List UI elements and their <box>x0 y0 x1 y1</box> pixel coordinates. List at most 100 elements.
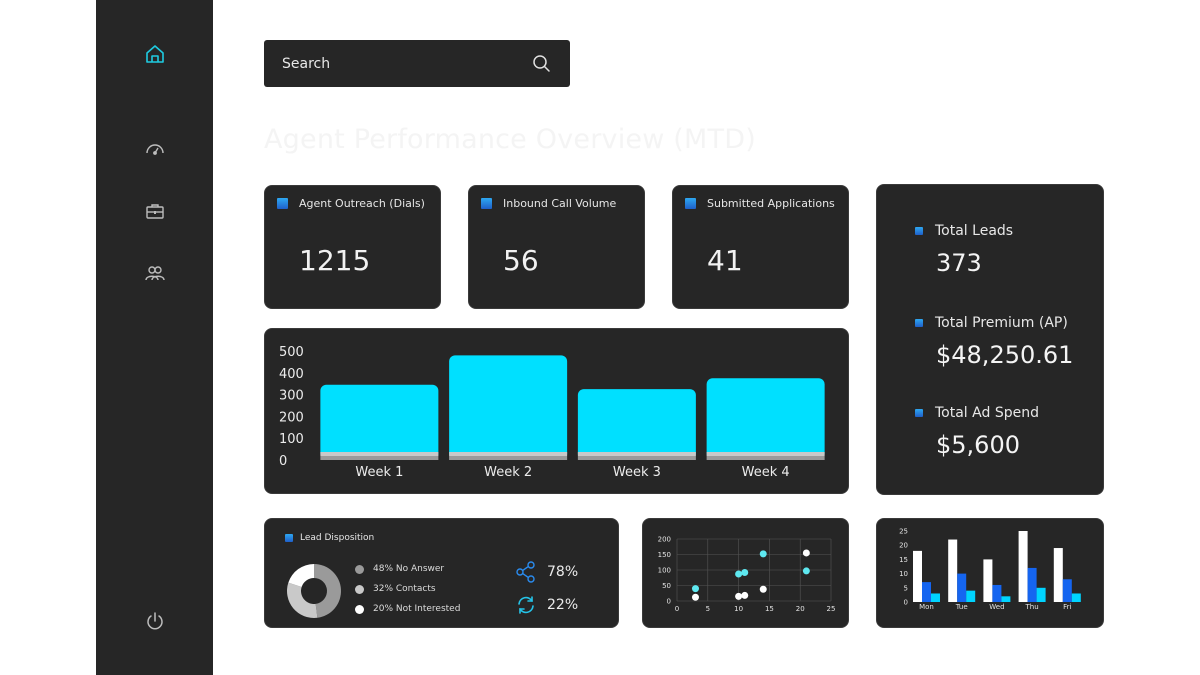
y-tick-label: 0 <box>667 598 671 606</box>
bar <box>966 590 976 602</box>
metric-label: Inbound Call Volume <box>503 197 617 210</box>
bar <box>922 582 931 602</box>
legend-dot <box>355 584 364 594</box>
weekly-bar-chart: 0 100 200 300 400 500 Week 1 Week 2 Week 3 Week 4 <box>279 345 825 480</box>
scatter-point <box>741 568 749 576</box>
scatter-point <box>802 549 810 557</box>
scatter-chart-card: 0 50 100 150 200 0 5 10 15 20 25 <box>642 518 849 628</box>
bar <box>1018 531 1028 602</box>
y-tick-label: 10 <box>899 570 908 578</box>
scatter-chart: 0 50 100 150 200 0 5 10 15 20 25 <box>658 536 836 614</box>
daily-bar-chart-card: 0 5 10 15 20 25 Mon Tue Wed Thu Fri <box>876 518 1104 628</box>
y-tick-label: 400 <box>279 367 304 382</box>
x-tick-label: Tue <box>955 603 968 611</box>
y-tick-label: 50 <box>662 582 671 590</box>
bar-base-band <box>320 456 439 460</box>
y-tick-label: 0 <box>904 599 908 607</box>
refresh-stat: 22% <box>515 594 578 616</box>
bar-base-band <box>449 456 568 460</box>
chart-title: Lead Disposition <box>300 533 375 543</box>
y-tick-label: 200 <box>658 536 671 544</box>
legend-dot <box>355 564 364 574</box>
bar <box>1071 593 1081 602</box>
bar <box>992 584 1002 602</box>
y-tick-label: 25 <box>899 528 908 536</box>
bar <box>1027 567 1037 602</box>
legend-label: 32% Contacts <box>373 584 436 594</box>
bar <box>1036 587 1046 602</box>
x-tick-label: Week 1 <box>355 465 403 480</box>
y-tick-label: 300 <box>279 389 304 404</box>
bar <box>449 355 568 460</box>
bar <box>983 559 993 602</box>
y-tick-label: 20 <box>899 542 908 550</box>
scatter-point <box>759 585 767 593</box>
legend-dot <box>355 604 364 614</box>
daily-bar-chart: 0 5 10 15 20 25 Mon Tue Wed Thu Fri <box>899 528 1081 611</box>
briefcase-icon[interactable] <box>96 202 213 220</box>
kpi-value: 373 <box>936 249 982 277</box>
scatter-point <box>691 585 699 593</box>
donut-chart <box>287 564 342 618</box>
donut-slice <box>288 564 314 587</box>
bullet-icon <box>277 198 288 209</box>
bar-base-band <box>449 452 568 456</box>
kpi-total-leads: Total Leads 373 <box>915 223 1013 277</box>
scatter-point <box>735 592 743 600</box>
share-icon <box>516 561 535 583</box>
kpi-total-premium: Total Premium (AP) $48,250.61 <box>915 315 1073 369</box>
x-tick-label: 20 <box>796 605 805 613</box>
legend-item: 32% Contacts <box>355 584 436 594</box>
bar-base-band <box>706 456 825 460</box>
scatter-point <box>802 567 810 575</box>
x-tick-label: 25 <box>827 605 836 613</box>
x-tick-label: Week 2 <box>484 465 532 480</box>
users-icon[interactable] <box>96 264 213 282</box>
legend-label: 20% Not Interested <box>373 604 461 614</box>
metric-card-outreach: Agent Outreach (Dials) 1215 <box>264 185 441 309</box>
kpi-panel: Total Leads 373 Total Premium (AP) $48,2… <box>876 184 1104 495</box>
page-title: Agent Performance Overview (MTD) <box>264 124 756 155</box>
y-tick-label: 15 <box>899 556 908 564</box>
kpi-value: $48,250.61 <box>936 341 1074 369</box>
y-tick-label: 200 <box>279 410 304 425</box>
bar-base-band <box>706 452 825 456</box>
home-icon[interactable] <box>96 44 213 64</box>
kpi-label: Total Ad Spend <box>935 405 1039 421</box>
kpi-label: Total Leads <box>935 223 1014 239</box>
legend-label: 48% No Answer <box>373 564 445 574</box>
lead-disposition-card: Lead Disposition 48% No Answer 32% Conta… <box>264 518 619 628</box>
metric-card-inbound: Inbound Call Volume 56 <box>468 185 645 309</box>
x-tick-label: Mon <box>919 603 934 611</box>
search-bar[interactable]: Search <box>264 40 570 87</box>
metric-value: 1215 <box>299 244 371 277</box>
x-tick-label: 5 <box>706 605 710 613</box>
bar <box>931 593 940 602</box>
bar <box>1053 548 1063 602</box>
bullet-icon <box>915 227 923 235</box>
bar <box>577 389 696 460</box>
y-tick-label: 5 <box>904 584 908 592</box>
bullet-icon <box>285 534 293 542</box>
bar <box>1001 596 1011 602</box>
power-icon[interactable] <box>96 611 213 631</box>
x-tick-label: 15 <box>765 605 774 613</box>
speedometer-icon[interactable] <box>96 140 213 156</box>
x-tick-label: Wed <box>989 603 1004 611</box>
bullet-icon <box>481 198 492 209</box>
legend-item: 48% No Answer <box>355 564 444 574</box>
bar-base-band <box>577 456 696 460</box>
search-icon[interactable] <box>532 54 552 74</box>
y-tick-label: 500 <box>279 345 304 360</box>
scatter-point <box>741 591 749 599</box>
metric-value: 56 <box>503 244 539 277</box>
bar <box>706 378 825 460</box>
search-input[interactable]: Search <box>282 55 331 72</box>
scatter-point <box>691 593 699 601</box>
share-value: 78% <box>547 564 579 580</box>
bullet-icon <box>915 409 923 417</box>
bar <box>913 550 922 602</box>
metric-card-applications: Submitted Applications 41 <box>672 185 849 309</box>
donut-slice <box>287 582 318 618</box>
